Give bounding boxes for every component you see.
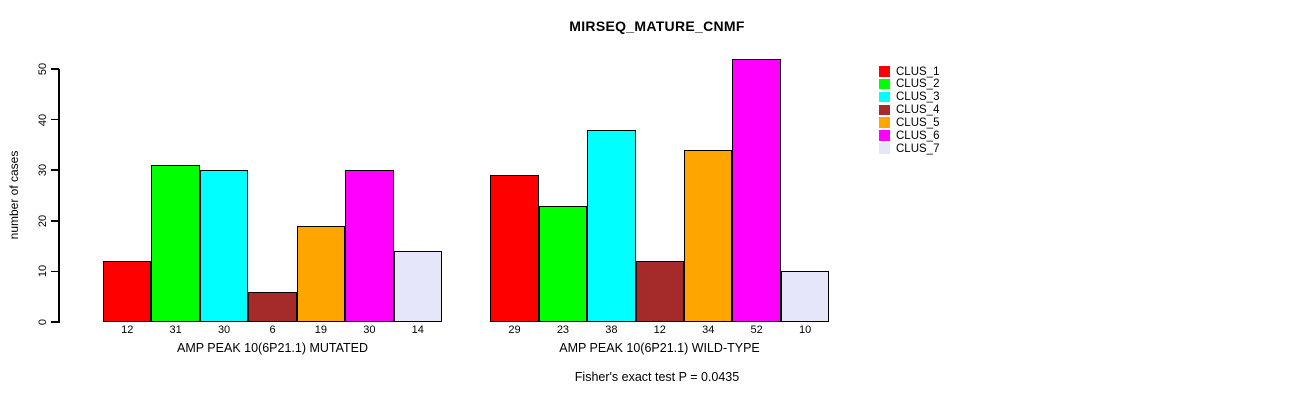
- legend-label: CLUS_3: [896, 91, 940, 104]
- legend-label: CLUS_7: [896, 142, 940, 155]
- bar-value-label: 14: [411, 324, 424, 336]
- y-axis-tick: [51, 169, 59, 171]
- y-axis-tick-label: 30: [37, 164, 49, 177]
- bar-mutated-clus-4: [248, 291, 297, 322]
- bar-value-label: 30: [217, 324, 231, 336]
- legend-label: CLUS_5: [896, 116, 940, 129]
- bar-mutated-clus-7: [393, 251, 442, 322]
- bar-wildtype-clus-4: [635, 261, 684, 322]
- legend-swatch-clus-1: [879, 66, 890, 77]
- legend-swatch-clus-5: [879, 117, 890, 128]
- y-axis-tick-label: 0: [37, 318, 49, 326]
- bar-value-label: 38: [605, 324, 618, 336]
- bar-value-label: 6: [269, 324, 276, 336]
- bar-value-label: 30: [363, 324, 376, 336]
- legend-label: CLUS_1: [896, 65, 940, 78]
- bar-mutated-clus-3: [199, 170, 249, 322]
- y-axis-tick: [51, 220, 59, 222]
- bar-value-label: 23: [556, 324, 570, 336]
- y-axis-tick-label: 40: [37, 113, 49, 126]
- legend-swatch-clus-7: [879, 143, 890, 154]
- bar-value-label: 12: [121, 324, 134, 336]
- bar-mutated-clus-5: [296, 225, 346, 322]
- bar-value-label: 34: [702, 324, 715, 336]
- y-axis-tick: [51, 270, 59, 273]
- y-axis-tick: [51, 321, 59, 323]
- bar-mutated-clus-2: [151, 165, 200, 322]
- y-axis-label: number of cases: [7, 150, 21, 240]
- y-axis-tick: [51, 68, 59, 70]
- legend-label: CLUS_6: [896, 129, 940, 142]
- legend-label: CLUS_2: [896, 78, 940, 91]
- bar-wildtype-clus-3: [587, 129, 636, 322]
- bar-wildtype-clus-2: [538, 205, 588, 322]
- legend-swatch-clus-3: [879, 91, 890, 103]
- bar-mutated-clus-1: [103, 261, 152, 322]
- bar-wildtype-clus-7: [780, 271, 830, 322]
- legend-swatch-clus-6: [879, 130, 890, 141]
- x-axis-group-label-wildtype: AMP PEAK 10(6P21.1) WILD-TYPE: [559, 341, 760, 355]
- x-axis-group-label-mutated: AMP PEAK 10(6P21.1) MUTATED: [176, 341, 369, 355]
- y-axis-line: [58, 69, 60, 323]
- legend-swatch-clus-2: [879, 78, 890, 90]
- bar-mutated-clus-6: [345, 170, 394, 322]
- y-axis-tick: [51, 118, 59, 121]
- y-axis-tick-label: 20: [37, 214, 49, 227]
- legend-label: CLUS_4: [896, 104, 940, 117]
- chart-title: MIRSEQ_MATURE_CNMF: [569, 18, 745, 34]
- bar-value-label: 52: [750, 324, 763, 336]
- bar-wildtype-clus-1: [490, 175, 539, 322]
- y-axis-tick-label: 50: [37, 62, 49, 76]
- bar-value-label: 19: [314, 324, 328, 336]
- bar-value-label: 31: [169, 324, 182, 336]
- legend-swatch-clus-4: [879, 104, 890, 116]
- bar-value-label: 29: [508, 324, 521, 336]
- bar-wildtype-clus-5: [684, 149, 733, 322]
- bar-value-label: 12: [653, 324, 666, 336]
- bar-wildtype-clus-6: [732, 58, 781, 322]
- bar-value-label: 10: [798, 324, 812, 336]
- y-axis-tick-label: 10: [37, 265, 49, 278]
- fisher-test-note: Fisher's exact test P = 0.0435: [574, 370, 740, 384]
